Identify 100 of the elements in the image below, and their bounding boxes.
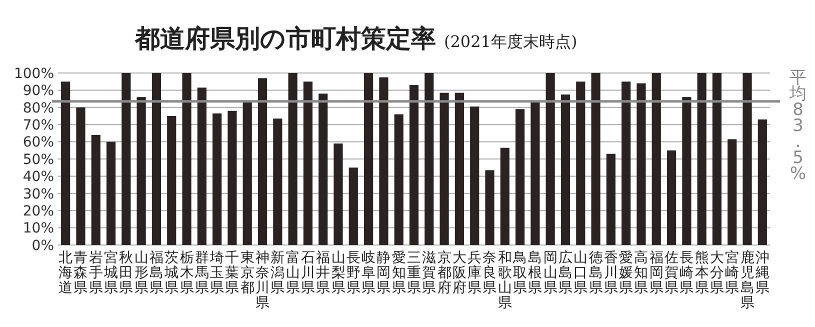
x-tick-label: 山形県	[134, 250, 148, 296]
x-tick-label: 三重県	[407, 250, 421, 296]
y-tick-label: 80%	[22, 100, 54, 116]
x-tick-label: 鳥取県	[512, 250, 528, 296]
y-tick-label: 70%	[22, 118, 54, 134]
bar	[288, 73, 298, 245]
bar	[742, 73, 752, 245]
x-tick-label: 福井県	[316, 250, 330, 296]
bar	[394, 114, 404, 245]
bar	[485, 170, 494, 245]
x-tick-label: 徳島県	[588, 250, 603, 296]
y-tick-label: 60%	[22, 134, 54, 151]
bar	[182, 73, 192, 245]
x-tick-label: 佐賀県	[664, 250, 679, 296]
x-tick-label: 大分県	[710, 250, 724, 296]
bar	[697, 73, 706, 245]
y-tick-label: 20%	[22, 204, 54, 220]
chart-subtitle: (2021年度末時点)	[444, 32, 578, 51]
x-tick-label: 山梨県	[331, 250, 346, 296]
x-tick-label: 沖縄県	[754, 250, 770, 296]
y-tick-label: 40%	[22, 169, 54, 186]
bar	[712, 73, 722, 245]
x-tick-label: 富山県	[286, 250, 300, 296]
bar	[348, 168, 358, 245]
x-tick-label: 鹿児島県	[740, 250, 754, 311]
bar	[666, 150, 676, 245]
x-tick-label: 埼玉県	[209, 250, 224, 296]
bar	[152, 73, 162, 245]
bar	[636, 83, 646, 245]
x-tick-label: 青森県	[74, 250, 88, 296]
bar	[303, 82, 312, 245]
bar	[318, 94, 328, 245]
x-tick-label: 宮崎県	[725, 250, 740, 296]
x-tick-label: 北海道	[58, 250, 73, 296]
bar	[76, 107, 86, 245]
y-tick-label: 0%	[32, 238, 54, 254]
bar	[136, 97, 146, 245]
x-tick-label: 和歌山県	[498, 250, 512, 311]
bar	[106, 142, 116, 245]
x-tick-label: 兵庫県	[468, 250, 482, 296]
x-tick-label: 山口県	[574, 250, 588, 296]
x-tick-label: 福島県	[149, 250, 164, 296]
bar	[530, 100, 540, 245]
y-tick-label: 10%	[22, 220, 54, 237]
bar	[61, 82, 70, 245]
bar	[652, 73, 661, 245]
bar	[409, 85, 419, 245]
bar	[516, 109, 525, 245]
bar	[273, 118, 282, 245]
x-tick-label: 岐阜県	[362, 250, 376, 296]
bar	[728, 139, 737, 245]
x-tick-label: 茨城県	[164, 250, 179, 296]
x-tick-label: 宮城県	[103, 250, 118, 296]
chart-title: 都道府県別の市町村策定率	[135, 24, 436, 53]
bar	[560, 94, 570, 245]
x-tick-label: 広島県	[558, 250, 572, 296]
x-tick-label: 愛知県	[392, 250, 406, 296]
x-tick-label: 神奈川県	[256, 250, 270, 311]
x-tick-label: 福岡県	[649, 250, 664, 296]
bar	[424, 73, 434, 245]
bar	[167, 116, 176, 245]
x-tick-label: 熊本県	[694, 250, 709, 296]
bar	[682, 97, 692, 245]
bar	[606, 154, 616, 245]
bar	[197, 88, 206, 245]
bar	[500, 148, 510, 245]
x-tick-label: 群馬県	[194, 250, 209, 296]
bar	[379, 77, 388, 245]
x-tick-label: 長崎県	[680, 250, 694, 296]
y-tick-label: 50%	[22, 152, 54, 168]
x-tick-label: 長野県	[346, 250, 360, 296]
x-tick-label: 石川県	[300, 250, 315, 296]
x-tick-label: 新潟県	[270, 250, 285, 296]
bar	[122, 73, 131, 245]
bar	[622, 82, 631, 245]
bar	[242, 100, 252, 245]
bar	[258, 78, 268, 245]
x-tick-label: 大阪府	[452, 250, 466, 296]
x-tick-label: 京都府	[437, 250, 452, 296]
y-tick-label: 100%	[14, 66, 54, 82]
x-tick-label: 香川県	[604, 250, 618, 296]
bar	[591, 73, 600, 245]
x-tick-label: 栃木県	[180, 250, 194, 296]
bar	[91, 134, 100, 245]
x-tick-label: 岩手県	[88, 250, 103, 296]
x-tick-label: 静岡県	[376, 250, 391, 296]
bar	[470, 106, 480, 245]
x-tick-label: 岡山県	[543, 250, 558, 296]
bar	[440, 92, 449, 245]
x-tick-label: 東京都	[240, 250, 254, 296]
x-tick-label: 島根県	[528, 250, 542, 296]
bar	[454, 92, 464, 245]
y-tick-label: 30%	[22, 186, 54, 202]
bar	[364, 73, 374, 245]
bar	[576, 82, 586, 245]
bar	[212, 113, 222, 245]
x-tick-label: 千葉県	[225, 250, 240, 296]
x-tick-label: 高知県	[634, 250, 648, 296]
bar	[334, 144, 343, 245]
ref-line-label: 平均83.5%	[788, 68, 806, 184]
